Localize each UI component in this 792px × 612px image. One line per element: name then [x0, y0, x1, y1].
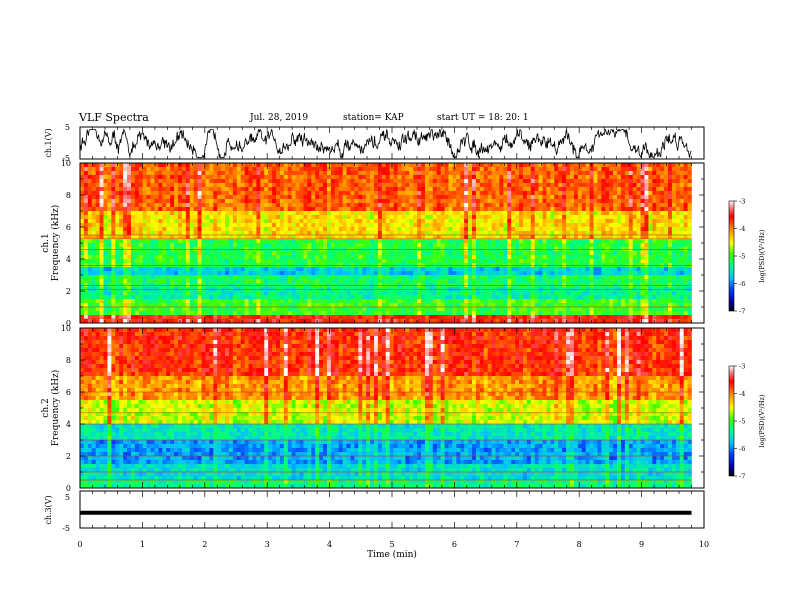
time-tick-label: 9	[639, 540, 644, 549]
ch1-spectrogram-panel: 0 2 4 6 8 10 ch.1 Frequency (kHz)	[41, 159, 705, 328]
frequency-tick-label: 4	[66, 255, 71, 264]
frequency-tick-label: 4	[66, 420, 71, 429]
colorbar-tick-label: -3	[739, 198, 745, 206]
frequency-tick-label: 8	[66, 356, 71, 365]
colorbar-tick-label: -4	[739, 225, 745, 233]
ch1-spectrogram-image	[80, 163, 704, 324]
ch2-frequency-label: Frequency (kHz)	[50, 370, 61, 447]
ch1-colorbar-gradient	[728, 200, 735, 312]
colorbar-tick-label: -4	[739, 390, 745, 398]
frequency-tick-label: 8	[66, 191, 71, 200]
ch3-ylabel: ch.3(V)	[44, 495, 53, 524]
time-axis-label: Time (min)	[367, 549, 417, 560]
time-tick-label: 10	[699, 540, 709, 549]
ch2-spectrogram-panel: 0 2 4 6 8 10 ch.2 Frequency (kHz)	[41, 324, 705, 493]
colorbar-tick-label: -3	[739, 363, 745, 371]
ch1-colorbar-label: log(PSD)(V²/Hz)	[758, 229, 766, 282]
ch1-ylabel: ch.1(V)	[44, 128, 53, 157]
time-tick-label: 1	[140, 540, 145, 549]
colorbar-tick-label: -6	[739, 280, 745, 288]
ch2-frequency-ticks: 0 2 4 6 8 10	[61, 324, 704, 493]
time-tick-label: 0	[77, 540, 82, 549]
ch1-waveform-panel: 5 -5 ch.1(V)	[44, 123, 705, 163]
ch2-colorbar: -3 -4 -5 -6 -7 log(PSD)(V²/Hz)	[728, 363, 766, 481]
colorbar-tick-label: -7	[739, 308, 745, 316]
frequency-tick-label: 2	[66, 287, 71, 296]
colorbar-tick-label: -7	[739, 473, 745, 481]
time-tick-label: 5	[389, 540, 394, 549]
ch2-colorbar-gradient	[728, 365, 735, 477]
ch3-time-ticks	[79, 491, 705, 528]
ch2-spectrogram-time-ticks	[79, 328, 705, 488]
colorbar-tick-label: -5	[739, 418, 745, 426]
ch3-ytick-top: 5	[65, 493, 70, 502]
frequency-tick-label: 10	[61, 324, 71, 333]
station-label: station= KAP	[343, 113, 404, 123]
frequency-tick-label: 0	[66, 319, 71, 328]
ch2-spectrogram-image	[80, 328, 704, 489]
ch1-frequency-label: Frequency (kHz)	[50, 205, 61, 282]
date-label: Jul. 28, 2019	[250, 113, 309, 123]
time-tick-label: 3	[265, 540, 270, 549]
ch2-colorbar-ticks: -3 -4 -5 -6 -7	[734, 363, 745, 481]
time-tick-label: 6	[452, 540, 457, 549]
start-time-label: start UT = 18: 20: 1	[437, 113, 529, 123]
ch1-frequency-ticks: 0 2 4 6 8 10	[61, 159, 704, 328]
ch1-channel-label: ch.1	[41, 233, 51, 252]
ch1-waveform-line	[80, 128, 692, 159]
time-tick-label: 2	[202, 540, 207, 549]
colorbar-tick-label: -5	[739, 253, 745, 261]
ch2-colorbar-label: log(PSD)(V²/Hz)	[758, 394, 766, 447]
ch1-ytick-top: 5	[65, 123, 70, 132]
ch1-spectrogram-time-ticks	[79, 163, 705, 323]
ch3-ytick-bottom: -5	[62, 524, 70, 533]
frequency-tick-label: 0	[66, 484, 71, 493]
frequency-tick-label: 2	[66, 452, 71, 461]
ch3-waveform-panel: 5 -5 ch.3(V) 0 1 2 3 4 5 6 7 8 9 10 Time (min)	[44, 490, 709, 560]
ch1-time-ticks	[79, 127, 705, 159]
time-tick-label: 8	[577, 540, 582, 549]
colorbar-tick-label: -6	[739, 445, 745, 453]
ch1-ytick-bottom: -5	[62, 154, 70, 163]
time-tick-label: 7	[514, 540, 519, 549]
ch1-colorbar: -3 -4 -5 -6 -7 log(PSD)(V²/Hz)	[728, 198, 766, 316]
figure-title: VLF Spectra	[79, 111, 149, 124]
frequency-tick-label: 6	[66, 223, 71, 232]
ch2-channel-label: ch.2	[41, 398, 51, 417]
frequency-tick-label: 6	[66, 388, 71, 397]
ch1-colorbar-ticks: -3 -4 -5 -6 -7	[734, 198, 745, 316]
time-tick-label: 4	[327, 540, 332, 549]
frequency-tick-label: 10	[61, 159, 71, 168]
time-axis-tick-labels: 0 1 2 3 4 5 6 7 8 9 10	[77, 540, 709, 549]
